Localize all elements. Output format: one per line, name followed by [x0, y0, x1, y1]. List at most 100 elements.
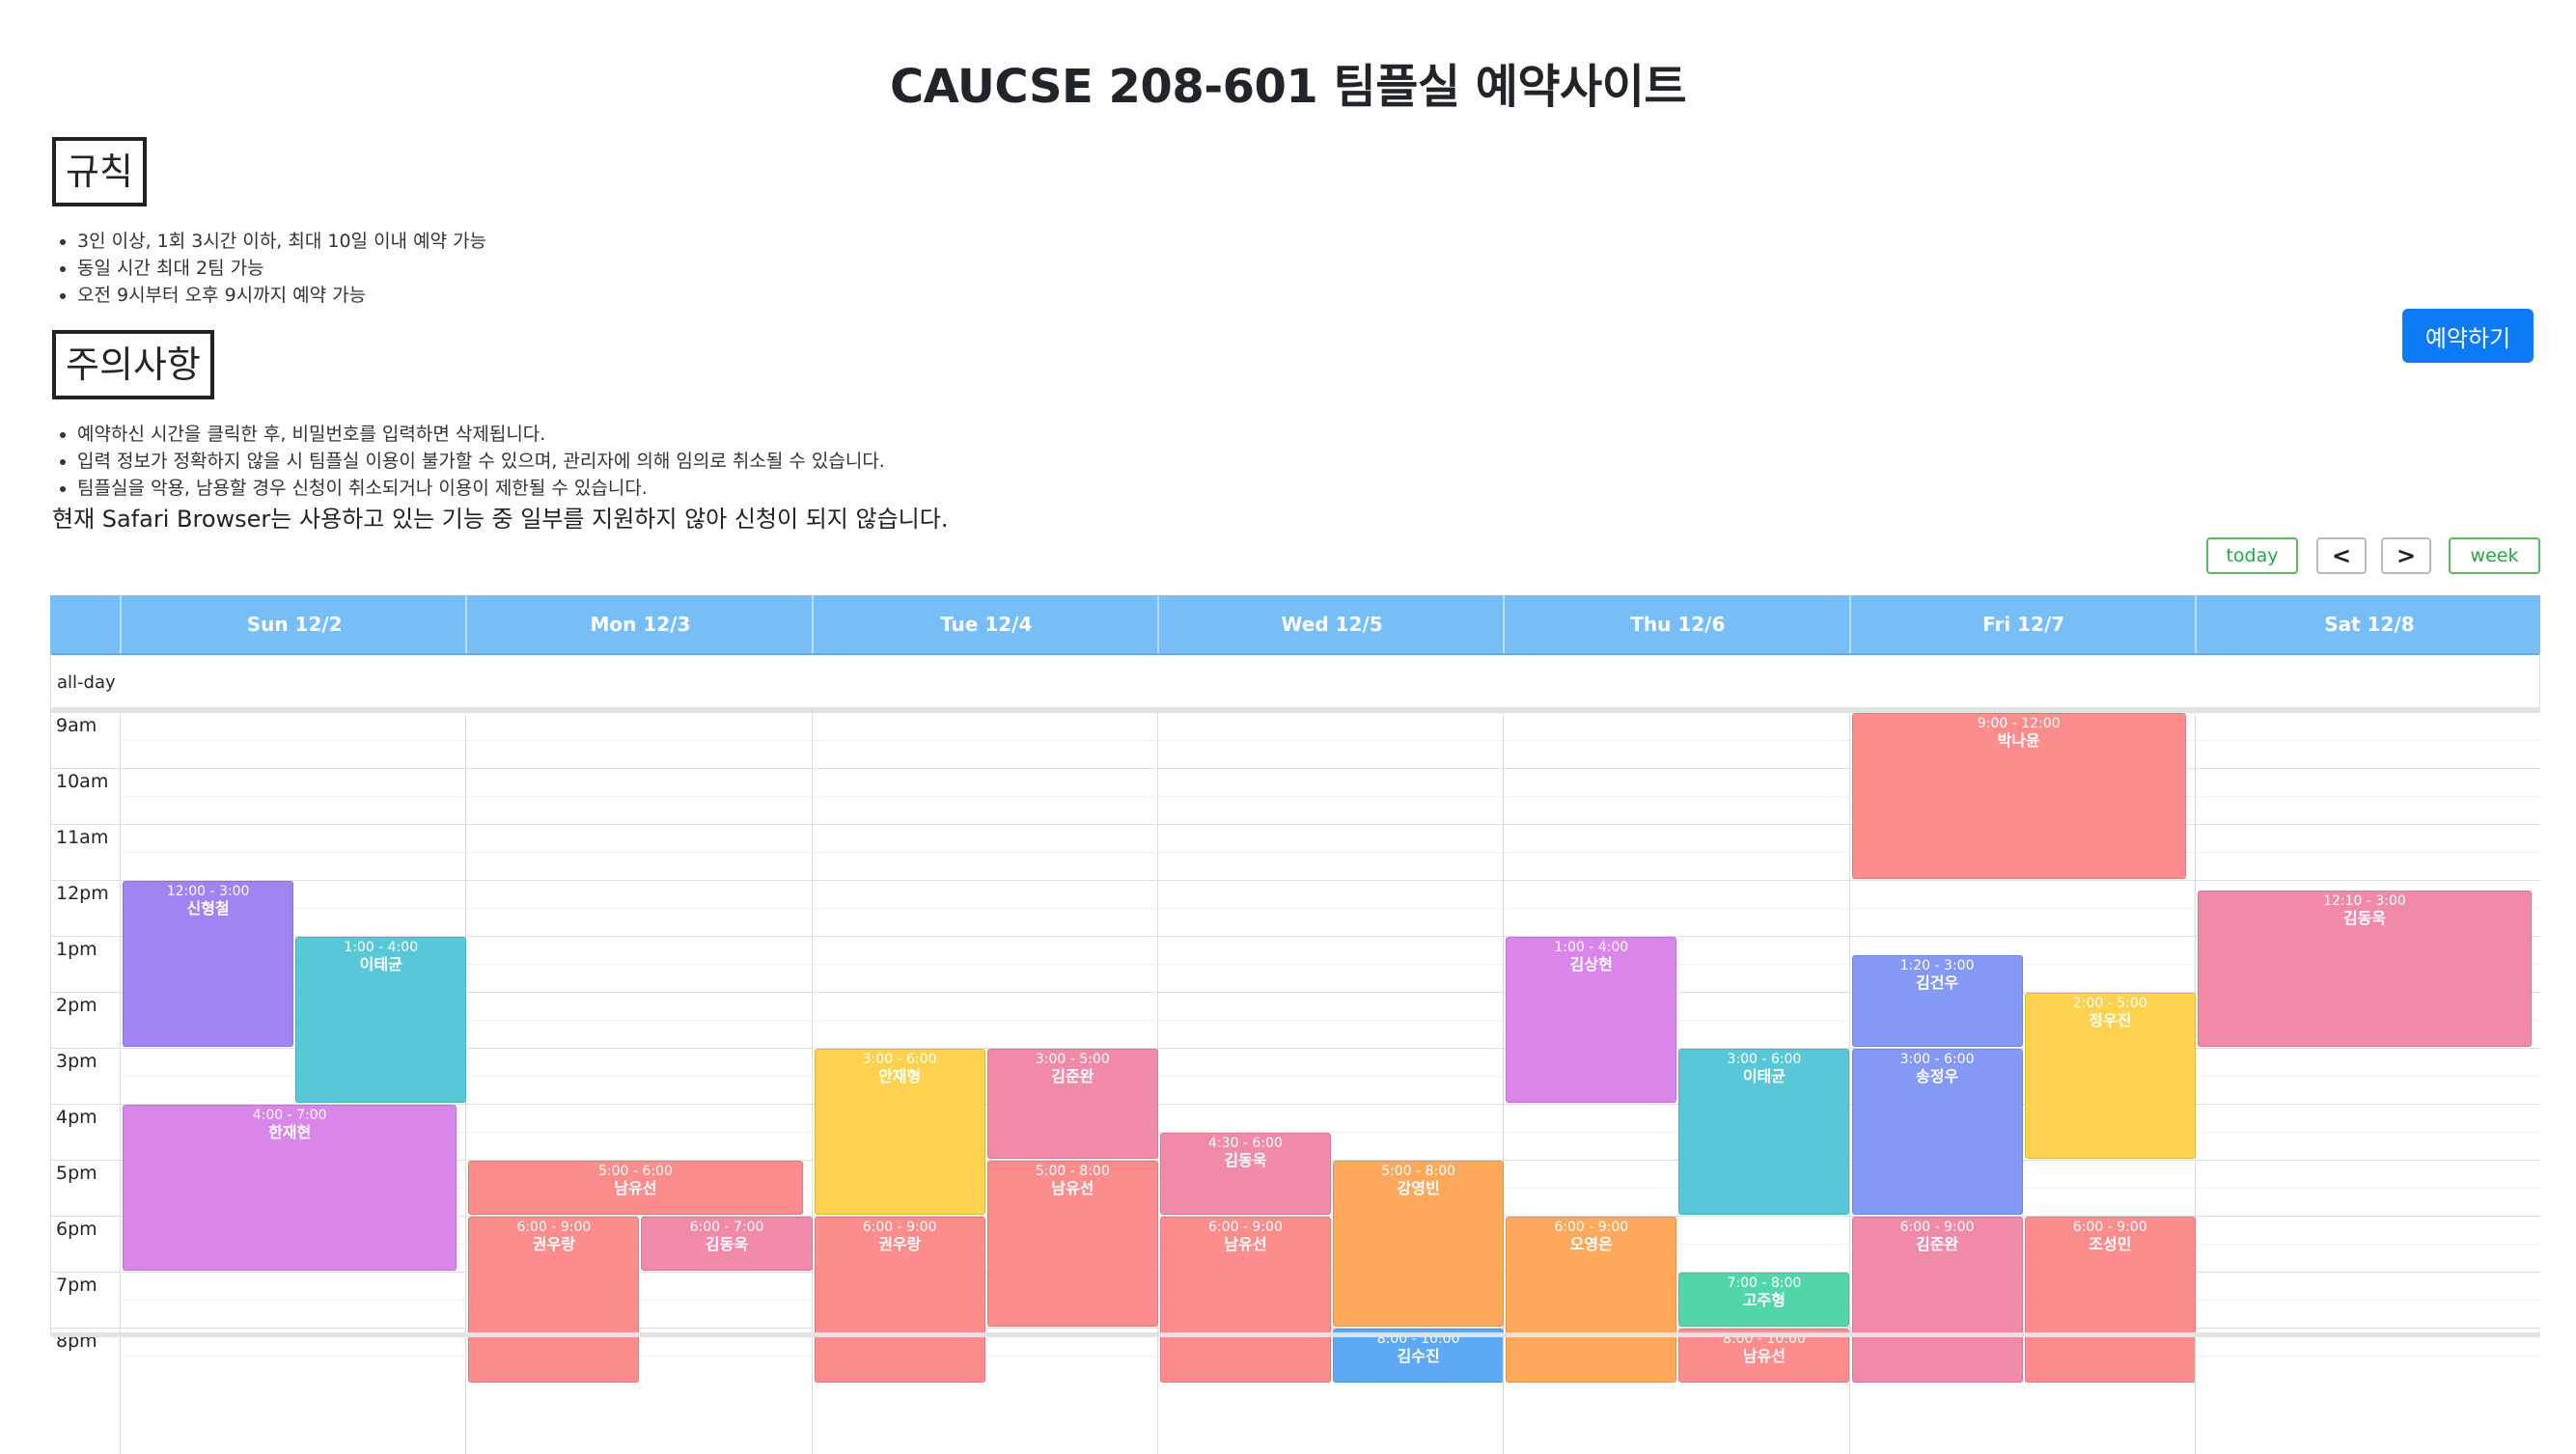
event-name: 김상현	[1507, 955, 1676, 974]
hour-label: 7pm	[56, 1275, 97, 1296]
hour-label: 1pm	[56, 939, 97, 960]
reservation-event[interactable]: 1:00 - 4:00 김상현	[1506, 937, 1676, 1103]
allday-row[interactable]: all-day	[50, 653, 2540, 708]
event-time: 6:00 - 7:00	[642, 1220, 811, 1235]
day-header: Tue 12/4	[812, 595, 1159, 653]
next-week-button[interactable]: >	[2381, 537, 2431, 574]
reservation-event[interactable]: 1:20 - 3:00 김건우	[1852, 955, 2023, 1047]
event-time: 3:00 - 5:00	[988, 1052, 1157, 1067]
event-name: 조성민	[2026, 1235, 2195, 1254]
grid-column-line	[120, 1337, 121, 1454]
reservation-event[interactable]: 12:10 - 3:00 김동욱	[2198, 891, 2532, 1047]
event-name: 남유선	[988, 1179, 1157, 1198]
grid-column-line	[1849, 1337, 1850, 1454]
event-name: 남유선	[469, 1179, 801, 1198]
event-name: 신형철	[124, 899, 292, 919]
event-time: 6:00 - 9:00	[816, 1220, 984, 1235]
hour-label: 5pm	[56, 1163, 97, 1184]
today-button[interactable]: today	[2206, 537, 2298, 574]
day-header: Sat 12/8	[2195, 595, 2540, 653]
reservation-event[interactable]: 12:00 - 3:00 신형철	[123, 881, 293, 1047]
hour-label: 12pm	[56, 883, 109, 904]
event-time: 6:00 - 9:00	[1161, 1220, 1330, 1235]
event-time: 3:00 - 6:00	[1679, 1052, 1848, 1067]
event-name: 한재현	[124, 1123, 456, 1142]
calendar: Sun 12/2 Mon 12/3 Tue 12/4 Wed 12/5 Thu 12/6…	[50, 595, 2540, 1454]
reserve-button[interactable]: 예약하기	[2402, 309, 2534, 363]
hour-label: 9am	[56, 715, 97, 736]
day-header: Fri 12/7	[1849, 595, 2197, 653]
grid-column-line	[1503, 1337, 1504, 1454]
grid-column-line	[465, 1337, 466, 1454]
reservation-event[interactable]: 1:00 - 4:00 이태균	[295, 937, 466, 1103]
event-time: 12:10 - 3:00	[2199, 893, 2531, 909]
allday-label: all-day	[57, 672, 116, 693]
rules-list: 3인 이상, 1회 3시간 이하, 최대 10일 이내 예약 가능 동일 시간 …	[52, 228, 486, 309]
safari-notice: 현재 Safari Browser는 사용하고 있는 기능 중 일부를 지원하지…	[52, 500, 948, 534]
event-time: 1:20 - 3:00	[1853, 958, 2022, 974]
reservation-event[interactable]: 4:30 - 6:00 김동욱	[1160, 1133, 1331, 1215]
event-name: 이태균	[296, 955, 465, 974]
event-name: 송정우	[1853, 1067, 2022, 1086]
reservation-event[interactable]: 5:00 - 6:00 남유선	[468, 1161, 802, 1215]
prev-week-button[interactable]: <	[2316, 537, 2367, 574]
event-name: 김준완	[988, 1067, 1157, 1086]
event-time: 1:00 - 4:00	[1507, 940, 1676, 955]
page-title: CAUCSE 208-601 팀플실 예약사이트	[0, 48, 2576, 116]
day-header: Mon 12/3	[465, 595, 813, 653]
rule-item: 동일 시간 최대 2팀 가능	[77, 255, 486, 282]
event-time: 6:00 - 9:00	[469, 1220, 638, 1235]
reservation-event[interactable]: 3:00 - 5:00 김준완	[987, 1049, 1158, 1159]
grid-column-line	[120, 712, 121, 1332]
event-name: 이태균	[1679, 1067, 1848, 1086]
week-view-button[interactable]: week	[2449, 537, 2540, 574]
hour-label: 4pm	[56, 1107, 97, 1128]
reservation-event[interactable]: 9:00 - 12:00 박나윤	[1852, 713, 2186, 879]
reservation-event[interactable]: 4:00 - 7:00 한재현	[123, 1105, 457, 1271]
caution-item: 입력 정보가 정확하지 않을 시 팀플실 이용이 불가할 수 있으며, 관리자에…	[77, 448, 885, 475]
grid-column-line	[1157, 1337, 1158, 1454]
reservation-event[interactable]: 3:00 - 6:00 송정우	[1852, 1049, 2023, 1215]
reservation-event[interactable]: 2:00 - 5:00 정우진	[2025, 993, 2196, 1159]
hour-label: 10am	[56, 771, 108, 792]
event-name: 김준완	[1853, 1235, 2022, 1254]
grid-column-line	[2195, 1337, 2196, 1454]
hour-label: 3pm	[56, 1051, 97, 1072]
event-time: 6:00 - 9:00	[1507, 1220, 1676, 1235]
event-name: 오영은	[1507, 1235, 1676, 1254]
reservation-event[interactable]: 5:00 - 8:00 남유선	[987, 1161, 1158, 1327]
reservation-event[interactable]: 3:00 - 6:00 이태균	[1678, 1049, 1849, 1215]
event-time: 3:00 - 6:00	[1853, 1052, 2022, 1067]
event-time: 5:00 - 8:00	[988, 1164, 1157, 1179]
event-time: 5:00 - 8:00	[1334, 1164, 1503, 1179]
event-name: 김동욱	[1161, 1151, 1330, 1170]
event-name: 권우랑	[816, 1235, 984, 1254]
event-name: 정우진	[2026, 1011, 2195, 1030]
reservation-event[interactable]: 6:00 - 7:00 김동욱	[641, 1217, 812, 1271]
day-header: Sun 12/2	[120, 595, 467, 653]
hour-label: 2pm	[56, 995, 97, 1016]
event-time: 4:30 - 6:00	[1161, 1136, 1330, 1151]
reservation-event[interactable]: 3:00 - 6:00 안재형	[815, 1049, 985, 1215]
event-time: 9:00 - 12:00	[1853, 716, 2185, 731]
hour-label: 6pm	[56, 1219, 97, 1240]
event-time: 6:00 - 9:00	[2026, 1220, 2195, 1235]
time-grid[interactable]: 9am 10am 11am 12pm 1pm 2pm 3pm 4pm 5pm 6pm 7pm 8pm 1…	[50, 712, 2540, 1332]
cautions-list: 예약하신 시간을 클릭한 후, 비밀번호를 입력하면 삭제됩니다. 입력 정보가…	[52, 421, 885, 502]
event-name: 안재형	[816, 1067, 984, 1086]
caution-item: 팀플실을 악용, 남용할 경우 신청이 취소되거나 이용이 제한될 수 있습니다…	[77, 475, 885, 502]
event-time: 2:00 - 5:00	[2026, 996, 2195, 1011]
day-header: Thu 12/6	[1503, 595, 1850, 653]
event-time: 5:00 - 6:00	[469, 1164, 801, 1179]
reservation-event[interactable]: 5:00 - 8:00 강영빈	[1333, 1161, 1504, 1327]
event-name: 강영빈	[1334, 1179, 1503, 1198]
event-name: 권우랑	[469, 1235, 638, 1254]
event-name: 남유선	[1161, 1235, 1330, 1254]
grid-left-edge	[50, 712, 51, 1332]
half-hour-line	[120, 964, 2540, 965]
reservation-event[interactable]: 7:00 - 8:00 고주형	[1678, 1273, 1849, 1327]
cautions-heading: 주의사항	[52, 330, 214, 399]
event-time: 1:00 - 4:00	[296, 940, 465, 955]
event-time: 3:00 - 6:00	[816, 1052, 984, 1067]
hour-line	[50, 880, 2540, 881]
